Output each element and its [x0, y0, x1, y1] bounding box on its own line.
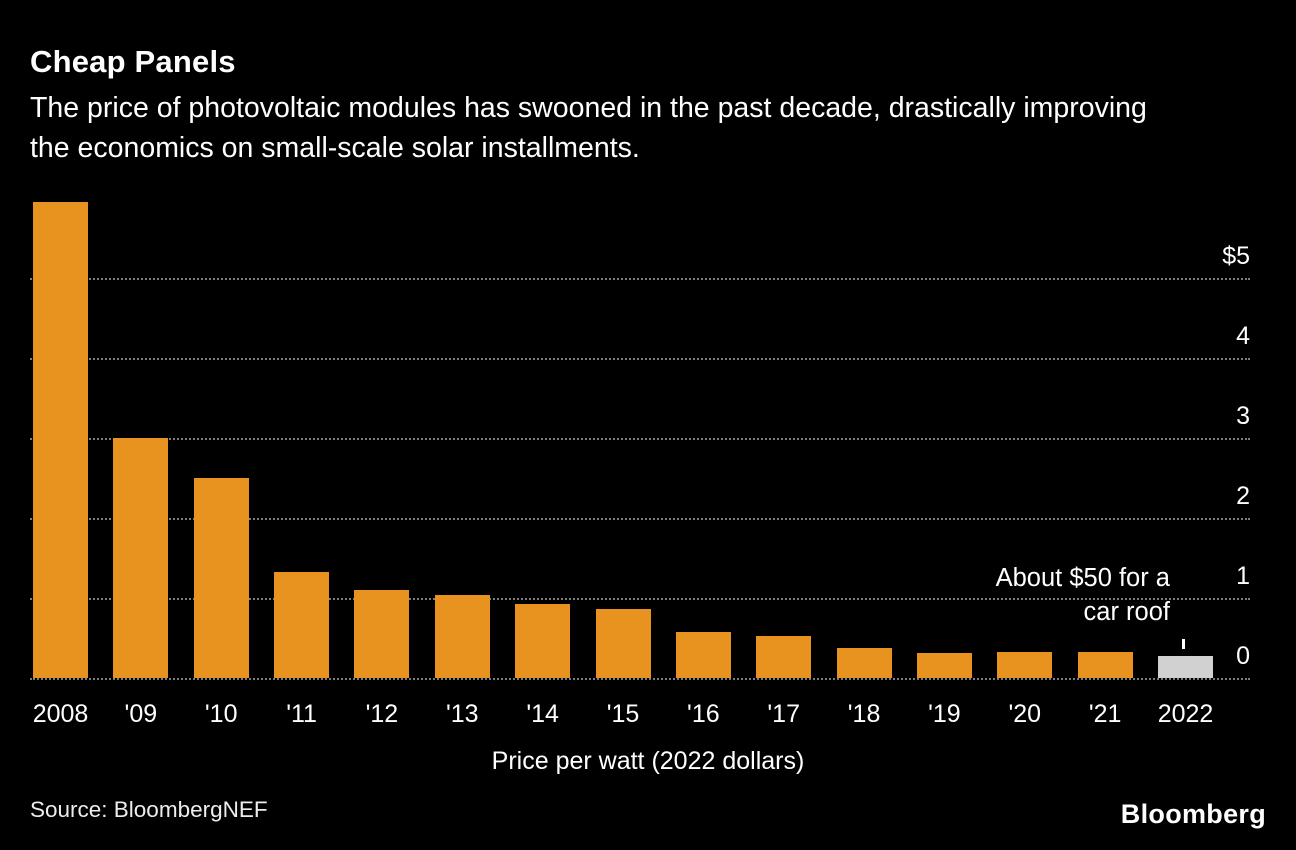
annotation-line-2: car roof — [1083, 597, 1170, 626]
gridline-0 — [30, 678, 1250, 680]
x-tick-label-'12: '12 — [365, 700, 399, 728]
plot-area: 0 1 2 3 4 $5 — [30, 198, 1250, 680]
gridline-1 — [30, 598, 1250, 600]
y-tick-label-4: 4 — [1236, 322, 1250, 350]
gridline-$5 — [30, 278, 1250, 280]
x-tick-label-'09: '09 — [124, 700, 158, 728]
bar-'14 — [515, 604, 571, 678]
bloomberg-logo: Bloomberg — [1120, 799, 1266, 829]
source-credit: Source: BloombergNEF — [30, 797, 268, 822]
y-tick-label-$5: $5 — [1222, 242, 1250, 270]
bar-'21 — [1077, 651, 1133, 678]
x-tick-label-'20: '20 — [1008, 700, 1042, 728]
x-axis-title: Price per watt (2022 dollars) — [491, 747, 805, 775]
gridline-4 — [30, 358, 1250, 360]
bar-'10 — [193, 478, 249, 678]
x-tick-label-'10: '10 — [204, 700, 238, 728]
annotation-car-roof: About $50 for a car roof — [996, 562, 1170, 629]
bar-'17 — [756, 635, 812, 678]
x-tick-label-'17: '17 — [767, 700, 800, 728]
x-tick-label-'16: '16 — [687, 700, 720, 728]
chart-title: Cheap Panels — [30, 44, 236, 79]
bar-'16 — [675, 631, 731, 678]
x-tick-label-'11: '11 — [286, 700, 317, 728]
x-tick-label-'19: '19 — [928, 700, 961, 728]
gridline-2 — [30, 518, 1250, 520]
x-tick-label-'14: '14 — [526, 700, 559, 728]
bar-2022 — [1158, 655, 1213, 678]
y-tick-label-1: 1 — [1236, 562, 1250, 590]
bar-2008 — [33, 202, 88, 678]
annotation-line-1: About $50 for a — [995, 564, 1170, 592]
x-tick-label-'18: '18 — [847, 700, 881, 728]
bar-'18 — [836, 648, 892, 678]
y-tick-label-0: 0 — [1236, 642, 1250, 670]
chart-subtitle: The price of photovoltaic modules has sw… — [30, 92, 1147, 165]
x-tick-label-2008: 2008 — [32, 700, 89, 728]
x-tick-label-'21: '21 — [1088, 700, 1122, 728]
x-tick-label-'13: '13 — [445, 700, 479, 728]
bar-'13 — [434, 594, 490, 678]
y-tick-label-2: 2 — [1236, 482, 1250, 510]
y-tick-label-3: 3 — [1236, 402, 1250, 430]
bar-'20 — [997, 652, 1053, 678]
gridline-3 — [30, 438, 1250, 440]
bar-'19 — [916, 653, 972, 678]
x-tick-label-'15: '15 — [606, 700, 640, 728]
bar-'09 — [113, 438, 169, 678]
bar-'11 — [274, 572, 330, 678]
annotation-tick-mark — [1182, 639, 1185, 649]
x-tick-label-2022: 2022 — [1157, 700, 1214, 728]
bar-'12 — [354, 590, 410, 678]
bar-'15 — [595, 609, 651, 678]
